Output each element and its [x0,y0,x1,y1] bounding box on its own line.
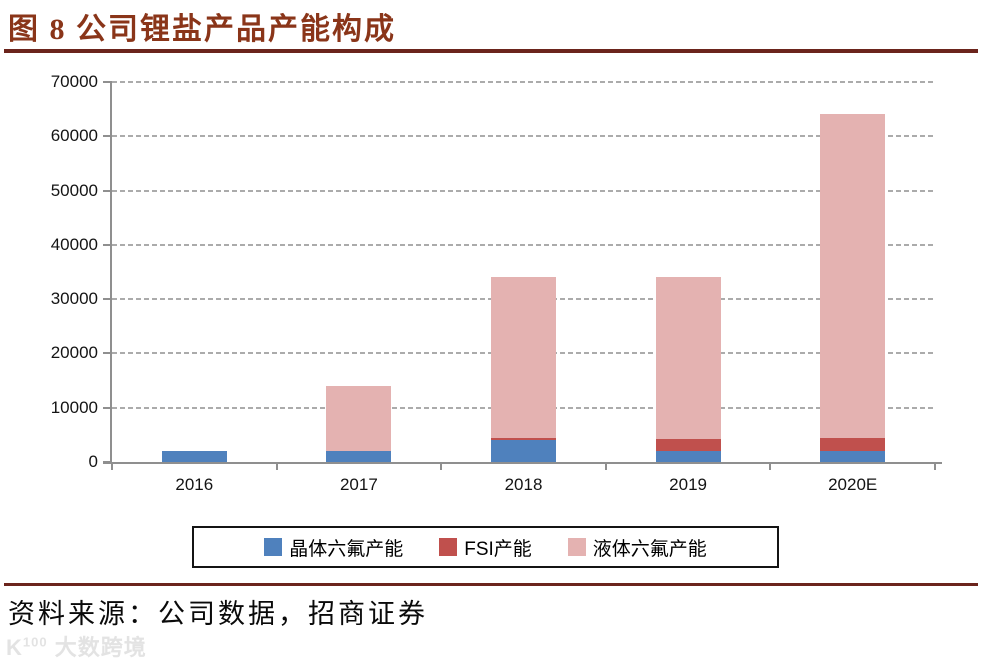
y-axis-tick [103,406,112,409]
title-underline-rule [4,49,978,53]
bar-segment [491,437,556,441]
gridline [112,135,935,138]
x-category-label: 2019 [669,475,707,494]
x-axis-tick [769,462,772,470]
watermark-logo: K [6,635,23,660]
legend-swatch-red [439,538,458,556]
y-axis-tick [103,298,112,301]
figure-title: 图 8 公司锂盐产品产能构成 [8,13,396,46]
x-axis-tick [440,462,443,470]
y-axis-tick [103,189,112,192]
gridline [112,243,935,246]
y-tick-label: 30000 [50,289,98,309]
y-tick-label: 10000 [50,397,98,417]
x-axis-tick [111,462,113,470]
bar-segment [326,451,392,462]
x-category-label: 2020E [828,475,878,494]
bar-segment [820,451,886,462]
y-axis-tick [103,81,112,83]
x-category-label: 2017 [339,475,378,494]
x-axis-tick [604,462,607,470]
legend-swatch-pink [567,538,586,556]
bar-segment [655,451,721,462]
bar-segment [655,277,721,439]
legend-swatch-blue [264,538,283,556]
bottom-rule [4,583,978,586]
watermark-logo-sup: 100 [22,634,48,650]
gridline [112,81,935,83]
gridline [112,189,935,192]
watermark: K100 大数跨境 [6,630,147,662]
stacked-bar-chart: 0 10000 20000 30000 40000 50000 60000 70000 2016… [0,60,982,520]
x-category-label: 2018 [504,475,543,494]
bar-segment [655,438,721,452]
legend-item-liquid: 液体六氟产能 [567,534,707,561]
bar-segment [491,277,556,438]
watermark-label: 大数跨境 [54,635,147,660]
legend-label: FSI产能 [464,538,532,560]
y-axis-tick [103,243,112,246]
source-attribution: 资料来源：公司数据，招商证券 [8,599,428,629]
legend-item-crystal: 晶体六氟产能 [264,534,403,561]
x-axis-tick [275,462,278,470]
y-tick-label: 40000 [50,234,98,254]
bar-segment [326,386,392,452]
y-tick-label: 60000 [50,126,98,146]
y-tick-label: 20000 [50,343,98,363]
chart-legend: 晶体六氟产能 FSI产能 液体六氟产能 [192,526,779,568]
plot-area [112,81,935,462]
y-tick-label: 0 [88,452,98,471]
x-category-label: 2016 [175,475,214,494]
y-axis-line [110,81,112,463]
x-axis-line [103,462,942,464]
y-axis-tick [103,135,112,138]
legend-item-fsi: FSI产能 [439,534,532,561]
y-tick-label: 70000 [50,72,98,91]
bar-segment [820,437,886,452]
bar-segment [820,113,886,438]
bar-segment [491,440,556,462]
x-axis-tick [934,462,936,470]
legend-label: 晶体六氟产能 [289,538,404,560]
y-tick-label: 50000 [50,180,98,200]
legend-label: 液体六氟产能 [592,538,707,560]
bar-segment [161,451,227,462]
y-axis-tick [103,352,112,355]
